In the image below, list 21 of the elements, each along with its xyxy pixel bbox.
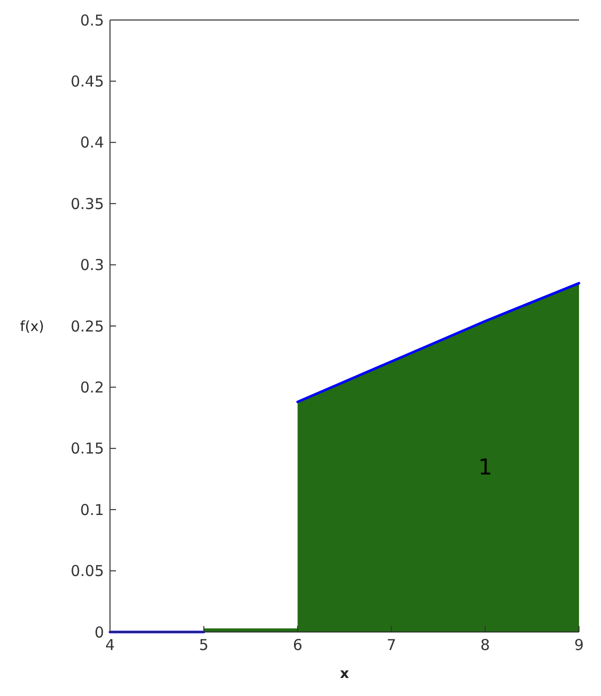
x-tick-label: 8 [480, 636, 490, 654]
y-tick-label: 0.1 [80, 500, 104, 519]
x-tick-label: 7 [386, 636, 396, 654]
x-tick-label: 4 [105, 636, 115, 654]
y-tick-label: 0.3 [80, 256, 104, 274]
y-tick-label: 0 [94, 623, 104, 642]
annotation: 1 [478, 455, 492, 480]
line-series [296, 282, 580, 404]
x-tick-label: 6 [292, 636, 302, 654]
y-axis-title: f(x) [20, 318, 44, 335]
y-tick-label: 0.05 [70, 562, 104, 580]
y-tick-label: 0.4 [80, 134, 104, 152]
y-tick-label: 0.2 [80, 378, 104, 396]
y-tick-label: 0.35 [70, 194, 104, 213]
x-tick-label: 9 [574, 636, 584, 654]
x-tick-label: 5 [199, 636, 209, 654]
y-tick-label: 0.25 [70, 317, 104, 336]
y-tick-label: 0.45 [70, 72, 104, 90]
x-axis-title: x [340, 666, 350, 682]
y-tick-label: 0.5 [80, 11, 104, 30]
y-tick-label: 0.15 [70, 440, 104, 458]
